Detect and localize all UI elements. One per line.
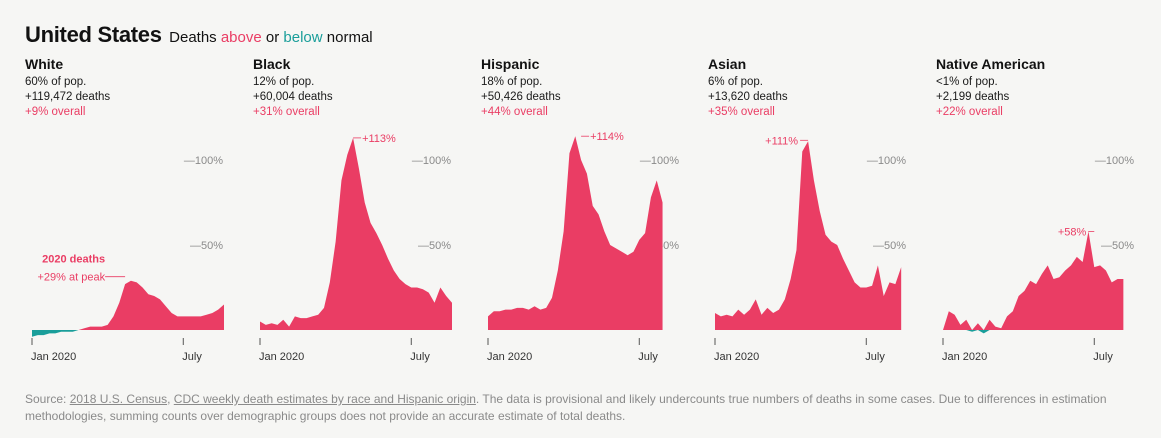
y-tick-label: —50%	[873, 240, 906, 252]
chart-subtitle: Deaths above or below normal	[169, 29, 373, 46]
source-text: . The data is provisional and likely und…	[25, 392, 1107, 423]
subtitle-normal: normal	[326, 29, 373, 46]
peak-annotation-label: +113%	[362, 133, 396, 145]
y-tick-label: —100%	[184, 155, 223, 167]
panel-native-american: Native American <1% of pop. +2,199 death…	[936, 56, 1141, 368]
panel-title: Black	[253, 56, 291, 72]
below-normal-area	[32, 330, 224, 337]
census-link[interactable]: 2018 U.S. Census	[69, 392, 168, 406]
peak-annotation-label: +111%	[765, 135, 798, 147]
peak-annotation-label: +58%	[1058, 226, 1087, 238]
panel-hispanic: Hispanic 18% of pop. +50,426 deaths +44%…	[481, 56, 686, 368]
area-chart-white: —100% —50% Jan 2020 July 2020 deaths +29% at …	[31, 155, 224, 363]
population-share: 60% of pop.	[25, 76, 87, 88]
panel-black: Black 12% of pop. +60,004 deaths +31% ov…	[253, 56, 458, 368]
subtitle-below: below	[283, 29, 323, 46]
source-prefix: Source:	[25, 392, 67, 406]
y-tick-label: —50%	[190, 240, 223, 252]
x-tick-label: July	[638, 351, 658, 363]
overall-change: +31% overall	[253, 106, 320, 118]
x-tick-label: Jan 2020	[487, 351, 532, 363]
excess-deaths: +119,472 deaths	[25, 91, 111, 103]
x-tick-label: July	[1093, 351, 1113, 363]
x-tick-label: July	[865, 351, 885, 363]
above-normal-area	[260, 137, 452, 330]
x-tick-label: Jan 2020	[942, 351, 987, 363]
overall-change: +9% overall	[25, 106, 86, 118]
overall-change: +44% overall	[481, 106, 548, 118]
chart-header: United States Deaths above or below norm…	[25, 22, 373, 48]
population-share: 6% of pop.	[708, 76, 763, 88]
above-normal-area	[943, 231, 1124, 330]
subtitle-deaths: Deaths	[169, 29, 217, 46]
x-tick-label: Jan 2020	[259, 351, 304, 363]
peak-annotation-title: 2020 deaths	[42, 254, 105, 266]
y-tick-label: —50%	[1101, 240, 1134, 252]
above-normal-area	[715, 141, 902, 330]
panel-title: Hispanic	[481, 56, 540, 72]
x-tick-label: Jan 2020	[31, 351, 76, 363]
y-tick-label: —100%	[1095, 155, 1134, 167]
panel-title: Asian	[708, 56, 747, 72]
source-note: Source: 2018 U.S. Census, CDC weekly dea…	[25, 391, 1140, 425]
excess-deaths: +50,426 deaths	[481, 91, 561, 103]
y-tick-label: —100%	[640, 155, 679, 167]
below-normal-area	[943, 330, 1124, 334]
x-tick-label: July	[182, 351, 202, 363]
population-share: <1% of pop.	[936, 76, 998, 88]
peak-annotation-label: +114%	[590, 131, 624, 143]
above-normal-area	[32, 280, 224, 330]
excess-deaths: +60,004 deaths	[253, 91, 333, 103]
peak-annotation-label: +29% at peak	[37, 272, 105, 284]
panel-asian: Asian 6% of pop. +13,620 deaths +35% ove…	[708, 56, 913, 368]
y-tick-label: —50%	[418, 240, 451, 252]
excess-deaths: +2,199 deaths	[936, 91, 1010, 103]
above-normal-area	[488, 136, 663, 330]
population-share: 12% of pop.	[253, 76, 315, 88]
panel-white: White 60% of pop. +119,472 deaths +9% ov…	[25, 56, 230, 368]
overall-change: +22% overall	[936, 106, 1003, 118]
area-chart-native-american: —100% —50% Jan 2020 July +58%	[942, 155, 1134, 363]
panel-title: White	[25, 56, 64, 72]
x-tick-label: July	[410, 351, 430, 363]
subtitle-above: above	[220, 29, 262, 46]
source-separator: ,	[167, 392, 171, 406]
y-tick-label: —100%	[412, 155, 451, 167]
excess-deaths: +13,620 deaths	[708, 91, 788, 103]
area-chart-black: —100% —50% Jan 2020 July +113%	[259, 133, 452, 363]
population-share: 18% of pop.	[481, 76, 543, 88]
area-chart-asian: —100% —50% Jan 2020 July +111%	[714, 135, 906, 363]
country-title: United States	[25, 22, 162, 47]
subtitle-or: or	[265, 29, 280, 46]
panel-title: Native American	[936, 56, 1046, 72]
x-tick-label: Jan 2020	[714, 351, 759, 363]
y-tick-label: —100%	[867, 155, 906, 167]
overall-change: +35% overall	[708, 106, 775, 118]
cdc-link[interactable]: CDC weekly death estimates by race and H…	[173, 392, 476, 406]
